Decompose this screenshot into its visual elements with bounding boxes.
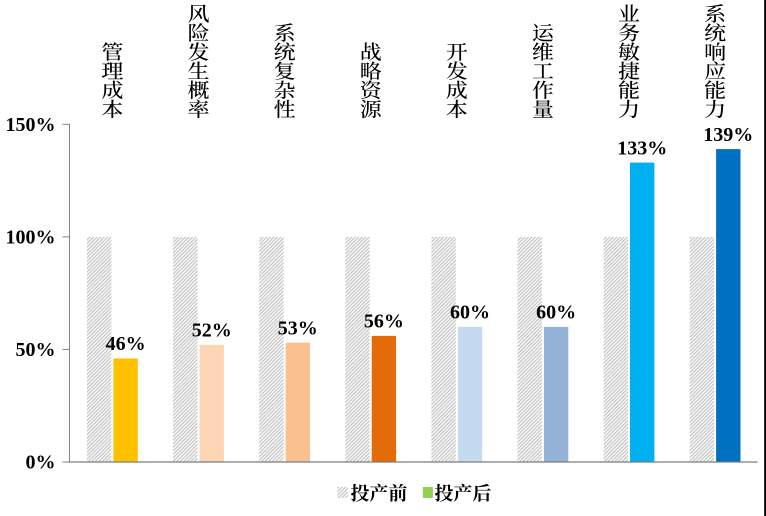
svg-text:133%: 133% (617, 137, 667, 159)
svg-text:0%: 0% (26, 452, 56, 474)
svg-text:150%: 150% (6, 114, 56, 136)
svg-text:100%: 100% (6, 227, 56, 249)
svg-text:60%: 60% (450, 302, 490, 324)
svg-text:46%: 46% (106, 333, 146, 355)
svg-text:50%: 50% (16, 339, 56, 361)
svg-text:53%: 53% (278, 317, 318, 339)
svg-text:52%: 52% (192, 320, 232, 342)
svg-text:56%: 56% (364, 311, 404, 333)
svg-text:139%: 139% (703, 124, 753, 146)
svg-text:60%: 60% (536, 302, 576, 324)
